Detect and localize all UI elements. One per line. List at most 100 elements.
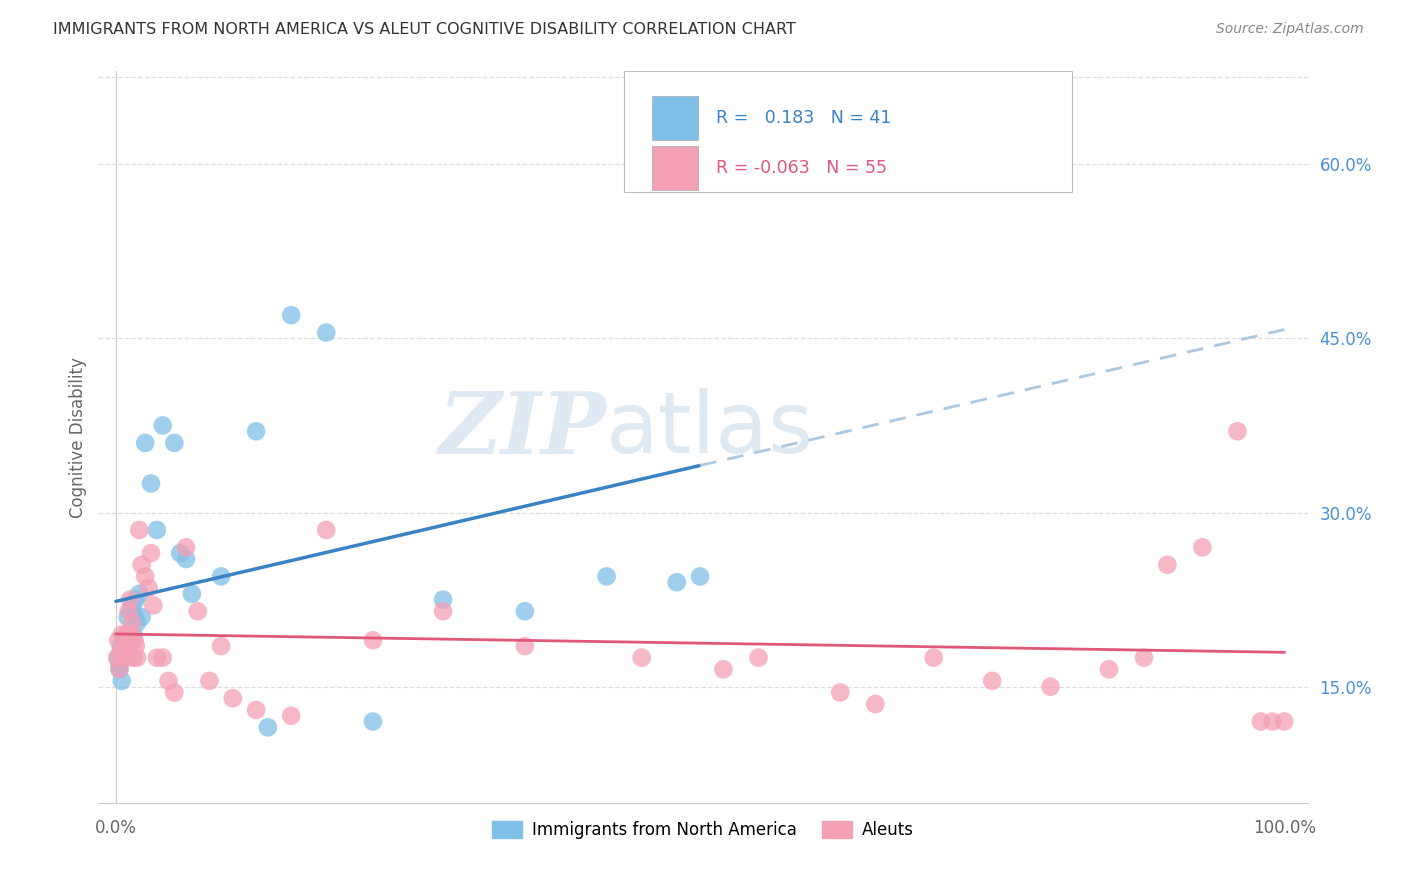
Point — [110, 645, 132, 659]
Point — [630, 650, 652, 665]
Point — [128, 523, 150, 537]
Point — [121, 599, 143, 613]
FancyBboxPatch shape — [624, 71, 1071, 192]
Point — [120, 627, 142, 641]
Point — [169, 546, 191, 560]
Point — [315, 523, 337, 537]
Point — [112, 633, 135, 648]
Point — [222, 691, 245, 706]
Point — [432, 592, 454, 607]
Point — [981, 673, 1004, 688]
Point — [111, 650, 134, 665]
Point — [174, 541, 197, 555]
Point — [1272, 714, 1295, 729]
Point — [361, 633, 384, 648]
Point — [1191, 541, 1213, 555]
Point — [118, 604, 141, 618]
Point — [152, 650, 174, 665]
Point — [128, 587, 150, 601]
Bar — [652, 96, 699, 140]
Point — [1156, 558, 1178, 572]
Point — [198, 673, 221, 688]
Point — [125, 615, 148, 630]
Point — [432, 604, 454, 618]
Point — [117, 627, 139, 641]
Point — [134, 436, 156, 450]
Point — [209, 639, 232, 653]
Point — [689, 569, 711, 583]
Point — [163, 685, 186, 699]
Point — [280, 308, 302, 322]
Point — [112, 639, 135, 653]
Bar — [652, 146, 699, 190]
Point — [122, 627, 145, 641]
Point — [125, 650, 148, 665]
Point — [595, 569, 617, 583]
Point — [152, 418, 174, 433]
Point — [865, 697, 887, 711]
Point — [630, 134, 652, 148]
Point — [125, 592, 148, 607]
Point — [157, 673, 180, 688]
Point — [315, 326, 337, 340]
Point — [114, 650, 136, 665]
Point — [1261, 714, 1284, 729]
Point — [115, 627, 138, 641]
Point — [830, 685, 852, 699]
Point — [174, 552, 197, 566]
Point — [115, 650, 138, 665]
Point — [121, 615, 143, 630]
Point — [245, 703, 267, 717]
Point — [280, 708, 302, 723]
Point — [163, 436, 186, 450]
Point — [111, 650, 134, 665]
Point — [209, 569, 232, 583]
Legend: Immigrants from North America, Aleuts: Immigrants from North America, Aleuts — [485, 814, 921, 846]
Text: Source: ZipAtlas.com: Source: ZipAtlas.com — [1216, 22, 1364, 37]
Point — [139, 476, 162, 491]
Y-axis label: Cognitive Disability: Cognitive Disability — [69, 357, 87, 517]
Point — [118, 627, 141, 641]
Point — [180, 587, 202, 601]
Point — [142, 599, 165, 613]
Point — [107, 633, 129, 648]
Point — [256, 720, 278, 734]
Point — [513, 639, 536, 653]
Point — [114, 645, 136, 659]
Point — [922, 650, 945, 665]
Point — [747, 650, 769, 665]
Point — [120, 604, 142, 618]
Point — [118, 639, 141, 653]
Point — [110, 639, 132, 653]
Point — [131, 558, 153, 572]
Point — [1250, 714, 1272, 729]
Point — [105, 650, 128, 665]
Point — [111, 627, 134, 641]
Point — [117, 610, 139, 624]
Point — [1098, 662, 1121, 676]
Point — [108, 662, 131, 676]
Point — [107, 650, 129, 665]
Point — [713, 662, 735, 676]
Text: IMMIGRANTS FROM NORTH AMERICA VS ALEUT COGNITIVE DISABILITY CORRELATION CHART: IMMIGRANTS FROM NORTH AMERICA VS ALEUT C… — [53, 22, 796, 37]
Point — [1226, 424, 1249, 438]
Point — [120, 627, 142, 641]
Point — [131, 610, 153, 624]
Text: ZIP: ZIP — [439, 388, 606, 472]
Point — [187, 604, 209, 618]
Point — [124, 633, 146, 648]
Point — [146, 650, 169, 665]
Point — [111, 673, 134, 688]
Text: atlas: atlas — [606, 388, 814, 471]
Point — [134, 569, 156, 583]
Point — [1133, 650, 1156, 665]
Point — [245, 424, 267, 438]
Point — [138, 581, 160, 595]
Point — [361, 714, 384, 729]
Text: R =   0.183   N = 41: R = 0.183 N = 41 — [716, 109, 891, 127]
Point — [118, 592, 141, 607]
Point — [124, 610, 146, 624]
Point — [108, 662, 131, 676]
Text: R = -0.063   N = 55: R = -0.063 N = 55 — [716, 159, 887, 177]
Point — [1039, 680, 1062, 694]
